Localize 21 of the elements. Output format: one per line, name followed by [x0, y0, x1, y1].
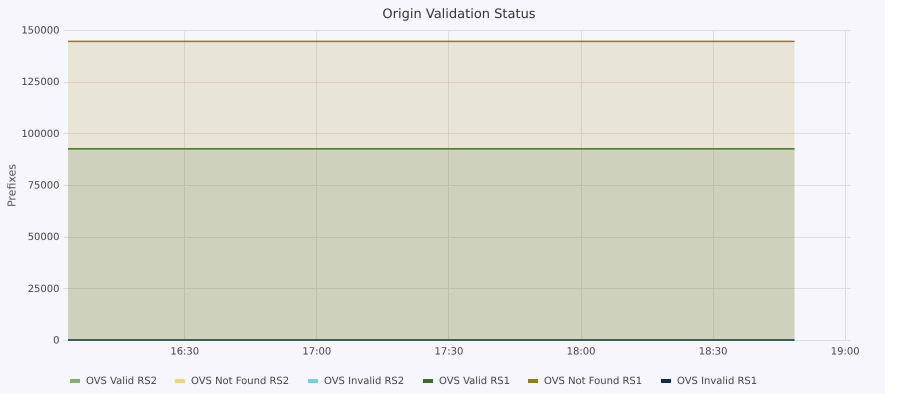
legend-label: OVS Not Found RS2	[191, 376, 290, 387]
y-tick-label: 150000	[21, 26, 60, 36]
x-tick-label: 18:00	[566, 346, 596, 358]
x-tick-label: 17:30	[434, 346, 464, 358]
legend-label: OVS Not Found RS1	[544, 376, 642, 387]
y-tick-label: 75000	[28, 180, 60, 192]
x-tick-label: 17:00	[302, 346, 332, 358]
x-tick-label: 19:00	[830, 346, 860, 358]
legend-label: OVS Invalid RS1	[677, 376, 758, 387]
x-tick-label: 18:30	[698, 346, 728, 358]
x-tick-label: 16:30	[170, 346, 200, 358]
y-axis-title: Prefixes	[5, 164, 18, 208]
y-tick-label: 50000	[28, 232, 60, 244]
legend-label: OVS Valid RS2	[86, 376, 157, 387]
legend-label: OVS Invalid RS2	[324, 376, 404, 387]
y-tick-label: 25000	[28, 284, 60, 295]
chart-title: Origin Validation Status	[382, 7, 536, 22]
y-tick-label: 0	[53, 336, 60, 346]
y-tick-label: 100000	[21, 128, 60, 140]
y-tick-label: 125000	[21, 77, 60, 88]
legend-label: OVS Valid RS1	[439, 376, 510, 387]
